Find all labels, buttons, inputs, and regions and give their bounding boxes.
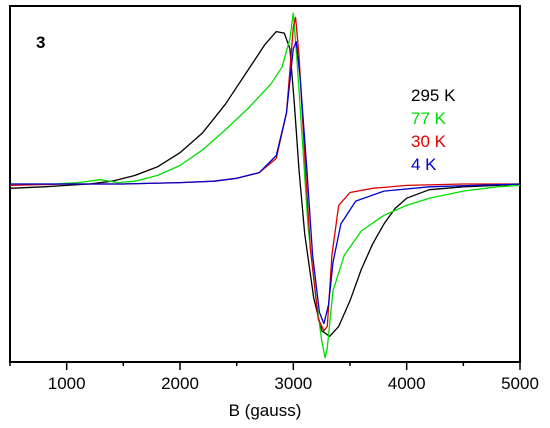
x-axis-ticks: 1000 2000 3000 4000 5000 bbox=[9, 362, 539, 393]
series-layer bbox=[9, 12, 521, 359]
x-tick-label: 4000 bbox=[388, 374, 426, 393]
legend-entry-4k: 4 K bbox=[411, 155, 437, 174]
x-tick-label: 1000 bbox=[48, 374, 86, 393]
legend-entry-77k: 77 K bbox=[411, 109, 447, 128]
legend-entry-30k: 30 K bbox=[411, 132, 447, 151]
series-line-77k bbox=[10, 12, 521, 359]
series-line-4k bbox=[10, 40, 521, 325]
legend-entry-295k: 295 K bbox=[411, 86, 456, 105]
x-tick-label: 2000 bbox=[161, 374, 199, 393]
x-tick-label: 3000 bbox=[274, 374, 312, 393]
x-tick-label: 5000 bbox=[501, 374, 539, 393]
panel-label: 3 bbox=[36, 33, 45, 52]
legend: 295 K 77 K 30 K 4 K bbox=[411, 86, 456, 174]
x-axis-label: B (gauss) bbox=[229, 401, 302, 420]
series-line-30k bbox=[9, 16, 520, 332]
